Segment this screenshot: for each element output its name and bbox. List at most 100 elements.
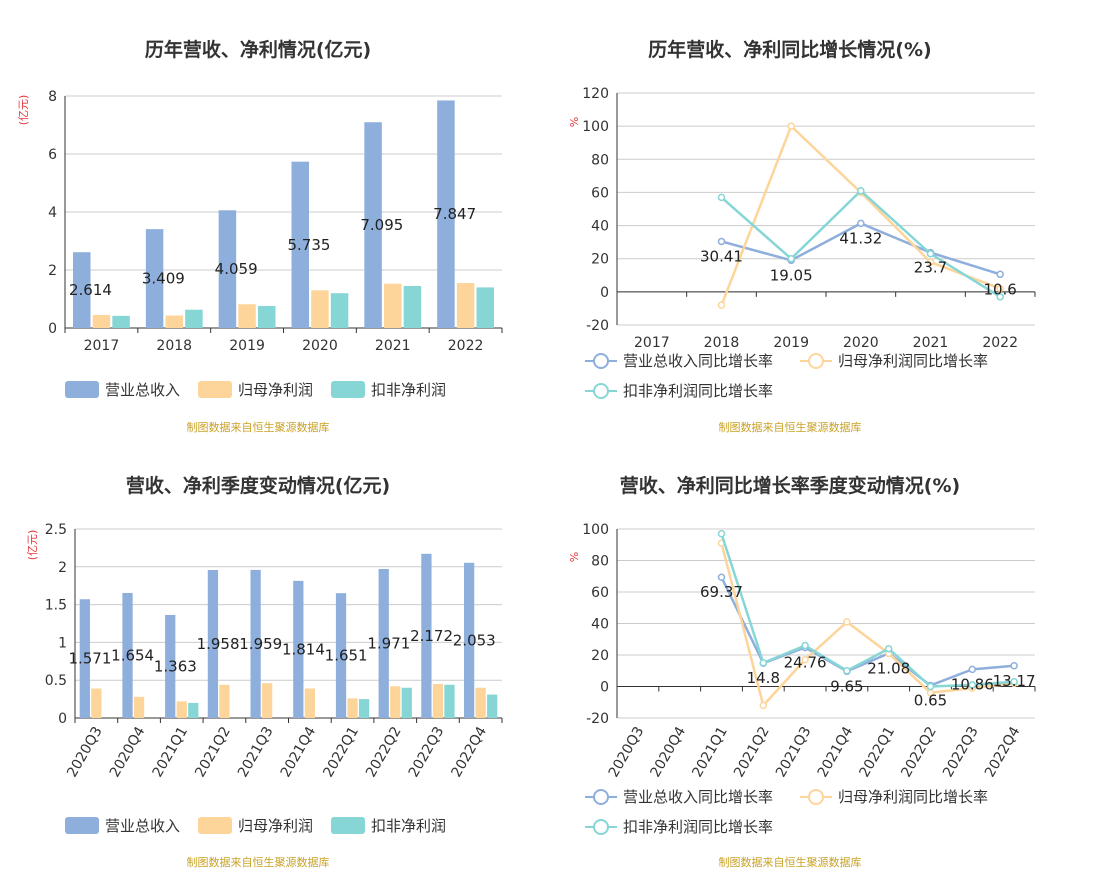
bar-revenue bbox=[378, 568, 389, 718]
legend: 营业总收入同比增长率 归母净利润同比增长率 扣非净利润同比增长率 bbox=[585, 352, 988, 400]
data-label: 1.814 bbox=[282, 640, 325, 658]
y-tick-label: 1 bbox=[58, 635, 67, 651]
x-tick-label: 2021Q1 bbox=[150, 724, 192, 780]
bar-net-profit bbox=[311, 290, 329, 328]
x-tick-label: 2020 bbox=[843, 335, 879, 351]
y-tick-label: -20 bbox=[586, 711, 609, 727]
y-tick-label: 2.5 bbox=[45, 522, 67, 538]
series-line-deducted-profit bbox=[720, 533, 1015, 688]
legend-label-revenue-growth: 营业总收入同比增长率 bbox=[623, 788, 773, 806]
y-tick-label: 8 bbox=[48, 89, 57, 105]
bar-revenue bbox=[79, 599, 90, 718]
data-label: 1.651 bbox=[325, 647, 368, 665]
y-tick-label: 80 bbox=[591, 152, 609, 168]
bar-net-profit bbox=[347, 698, 358, 718]
x-tick-label: 2021 bbox=[375, 338, 411, 354]
data-label: 1.971 bbox=[367, 634, 410, 652]
y-tick-label: 80 bbox=[591, 554, 609, 570]
bar-deducted-profit bbox=[358, 699, 370, 718]
y-tick-label: 40 bbox=[591, 219, 609, 235]
x-tick-label: 2022Q1 bbox=[320, 724, 362, 780]
bar-revenue bbox=[463, 562, 475, 718]
y-tick-label: 6 bbox=[48, 147, 57, 163]
y-unit-label: (亿元) bbox=[17, 95, 30, 126]
point-deducted-profit bbox=[884, 644, 893, 653]
point-deducted-profit bbox=[843, 667, 851, 675]
y-tick-label: 100 bbox=[582, 522, 609, 538]
point-net-profit bbox=[801, 655, 809, 664]
x-tick-label: 2019 bbox=[773, 335, 809, 351]
legend-label-net-profit-growth: 归母净利润同比增长率 bbox=[838, 788, 988, 806]
x-tick-label: 2022Q4 bbox=[982, 724, 1024, 780]
legend-label-deducted-profit-growth: 扣非净利润同比增长率 bbox=[623, 382, 773, 400]
data-label: 2.172 bbox=[410, 627, 453, 645]
data-label: 1.571 bbox=[68, 650, 111, 668]
legend-swatch-revenue bbox=[65, 381, 99, 398]
bar-revenue bbox=[145, 229, 164, 328]
bar-revenue bbox=[165, 614, 176, 718]
y-tick-label: 4 bbox=[48, 205, 57, 221]
bar-deducted-profit bbox=[403, 285, 422, 328]
legend: 营业总收入同比增长率 归母净利润同比增长率 扣非净利润同比增长率 bbox=[585, 788, 988, 836]
y-tick-label: 40 bbox=[591, 617, 609, 633]
x-tick-label: 2022Q2 bbox=[363, 724, 405, 780]
point-net-profit bbox=[926, 258, 935, 266]
y-tick-label: 2 bbox=[58, 560, 67, 576]
x-tick-label: 2020Q3 bbox=[64, 724, 106, 780]
data-label: 0.65 bbox=[914, 691, 947, 709]
x-tick-label: 2021Q4 bbox=[278, 724, 320, 780]
point-revenue bbox=[996, 270, 1004, 279]
x-tick-label: 2020 bbox=[302, 338, 338, 354]
point-net-profit bbox=[843, 618, 851, 626]
legend-marker-net-profit-growth bbox=[800, 353, 832, 369]
legend-label-deducted-profit-growth: 扣非净利润同比增长率 bbox=[623, 818, 773, 836]
x-tick-label: 2022Q3 bbox=[940, 724, 982, 780]
data-label: 21.08 bbox=[867, 659, 910, 677]
y-tick-label: 0 bbox=[600, 285, 609, 301]
point-deducted-profit bbox=[787, 254, 795, 263]
bar-net-profit bbox=[91, 688, 102, 718]
x-tick-label: 2021Q2 bbox=[731, 724, 773, 780]
point-net-profit bbox=[996, 284, 1004, 293]
legend-marker-deducted-profit-growth bbox=[585, 383, 617, 399]
bar-deducted-profit bbox=[188, 702, 199, 718]
legend: 营业总收入 归母净利润 扣非净利润 bbox=[65, 817, 446, 835]
x-tick-label: 2022Q1 bbox=[857, 724, 899, 780]
point-deducted-profit bbox=[968, 681, 977, 689]
data-label: 24.76 bbox=[784, 654, 827, 672]
y-tick-label: 1.5 bbox=[45, 598, 67, 614]
point-deducted-profit bbox=[717, 193, 726, 202]
point-deducted-profit bbox=[1010, 678, 1018, 686]
y-tick-label: -20 bbox=[586, 318, 609, 334]
legend-swatch-deducted-profit bbox=[331, 817, 365, 834]
point-deducted-profit bbox=[926, 249, 935, 258]
bar-revenue bbox=[122, 592, 133, 718]
data-label: 1.363 bbox=[154, 657, 197, 675]
data-label: 1.958 bbox=[197, 635, 240, 653]
chart-title: 历年营收、净利情况(亿元) bbox=[145, 38, 371, 61]
bar-revenue bbox=[218, 210, 237, 328]
y-tick-label: 120 bbox=[582, 86, 609, 102]
data-label: 14.8 bbox=[747, 669, 780, 687]
legend-swatch-revenue bbox=[65, 817, 99, 834]
annual-revenue-profit-chart: 历年营收、净利情况(亿元) (亿元) 0 2 4 6 8 2017 2018 2019 2020… bbox=[17, 38, 503, 434]
data-label: 3.409 bbox=[142, 270, 185, 288]
data-label: 69.37 bbox=[700, 583, 743, 601]
chart-title: 营收、净利同比增长率季度变动情况(%) bbox=[620, 474, 960, 497]
point-deducted-profit bbox=[926, 682, 935, 691]
data-source-note: 制图数据来自恒生聚源数据库 bbox=[719, 855, 862, 869]
data-source-note: 制图数据来自恒生聚源数据库 bbox=[187, 420, 330, 434]
legend-label-deducted-profit: 扣非净利润 bbox=[371, 381, 446, 399]
bar-net-profit bbox=[176, 701, 187, 718]
x-tick-label: 2019 bbox=[229, 338, 265, 354]
data-label: 7.847 bbox=[433, 205, 476, 223]
plot-area: 0 2 4 6 8 2017 2018 2019 2020 2021 2022 2.614 3.409 4… bbox=[48, 89, 503, 354]
x-tick-label: 2021Q3 bbox=[773, 724, 815, 780]
data-label: 10.86 bbox=[951, 675, 994, 693]
legend-marker-revenue-growth bbox=[585, 353, 617, 369]
x-tick-label: 2020Q3 bbox=[606, 724, 648, 780]
x-tick-label: 2017 bbox=[634, 335, 670, 351]
